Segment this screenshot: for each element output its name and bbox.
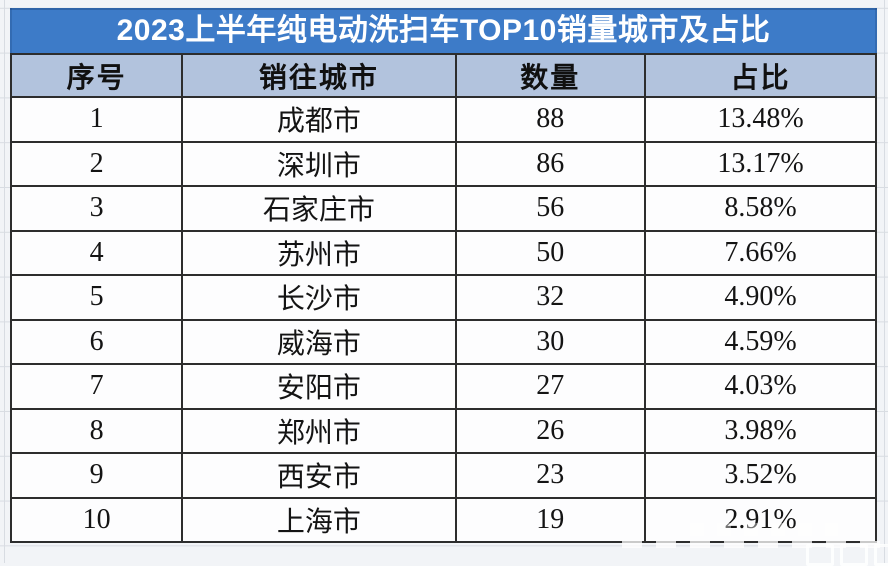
table-row: 5 长沙市 32 4.90%: [9, 274, 877, 321]
qty-cell: 26: [454, 407, 647, 454]
rank-cell: 6: [9, 318, 184, 365]
city-cell: 上海市: [181, 496, 457, 543]
table-row: 10 上海市 19 2.91%: [9, 496, 877, 543]
sheet-gridline-vertical-left: [4, 0, 5, 563]
city-cell: 深圳市: [181, 140, 457, 187]
table-row: 9 西安市 23 3.52%: [9, 452, 877, 499]
share-cell: 4.90%: [644, 274, 877, 321]
sales-table: 序号 销往城市 数量 占比 1 成都市 88 13.48% 2 深圳市 86 1…: [9, 53, 877, 543]
table-row: 6 威海市 30 4.59%: [9, 318, 877, 365]
city-cell: 郑州市: [181, 407, 457, 454]
rank-cell: 3: [9, 185, 184, 232]
city-cell: 长沙市: [181, 274, 457, 321]
share-cell: 3.98%: [644, 407, 877, 454]
table-title-bar: 2023上半年纯电动洗扫车TOP10销量城市及占比: [10, 8, 877, 53]
column-header-city: 销往城市: [181, 53, 457, 98]
rank-cell: 9: [9, 452, 184, 499]
rank-cell: 5: [9, 274, 184, 321]
share-cell: 3.52%: [644, 452, 877, 499]
table-row: 4 苏州市 50 7.66%: [9, 229, 877, 276]
share-cell: 13.48%: [644, 96, 877, 143]
table-row: 7 安阳市 27 4.03%: [9, 363, 877, 410]
city-cell: 西安市: [181, 452, 457, 499]
table-row: 8 郑州市 26 3.98%: [9, 407, 877, 454]
column-header-share: 占比: [644, 53, 877, 98]
rank-cell: 10: [9, 496, 184, 543]
qty-cell: 32: [454, 274, 647, 321]
qty-cell: 19: [454, 496, 647, 543]
share-cell: 2.91%: [644, 496, 877, 543]
rank-cell: 7: [9, 363, 184, 410]
sheet-gridline-vertical-right: [884, 0, 885, 563]
share-cell: 13.17%: [644, 140, 877, 187]
share-cell: 8.58%: [644, 185, 877, 232]
share-cell: 7.66%: [644, 229, 877, 276]
city-cell: 苏州市: [181, 229, 457, 276]
city-cell: 成都市: [181, 96, 457, 143]
city-cell: 威海市: [181, 318, 457, 365]
qty-cell: 56: [454, 185, 647, 232]
city-cell: 石家庄市: [181, 185, 457, 232]
qty-cell: 86: [454, 140, 647, 187]
share-cell: 4.59%: [644, 318, 877, 365]
table-row: 1 成都市 88 13.48%: [9, 96, 877, 143]
qty-cell: 27: [454, 363, 647, 410]
qty-cell: 88: [454, 96, 647, 143]
rank-cell: 1: [9, 96, 184, 143]
column-header-rank: 序号: [9, 53, 184, 98]
table-title: 2023上半年纯电动洗扫车TOP10销量城市及占比: [116, 14, 771, 47]
column-header-qty: 数量: [454, 53, 647, 98]
table-header: 序号 销往城市 数量 占比: [9, 53, 877, 98]
rank-cell: 4: [9, 229, 184, 276]
rank-cell: 2: [9, 140, 184, 187]
table-body: 1 成都市 88 13.48% 2 深圳市 86 13.17% 3 石家庄市 5…: [9, 96, 877, 543]
qty-cell: 30: [454, 318, 647, 365]
qty-cell: 23: [454, 452, 647, 499]
qty-cell: 50: [454, 229, 647, 276]
share-cell: 4.03%: [644, 363, 877, 410]
rank-cell: 8: [9, 407, 184, 454]
city-cell: 安阳市: [181, 363, 457, 410]
table-row: 3 石家庄市 56 8.58%: [9, 185, 877, 232]
table-row: 2 深圳市 86 13.17%: [9, 140, 877, 187]
